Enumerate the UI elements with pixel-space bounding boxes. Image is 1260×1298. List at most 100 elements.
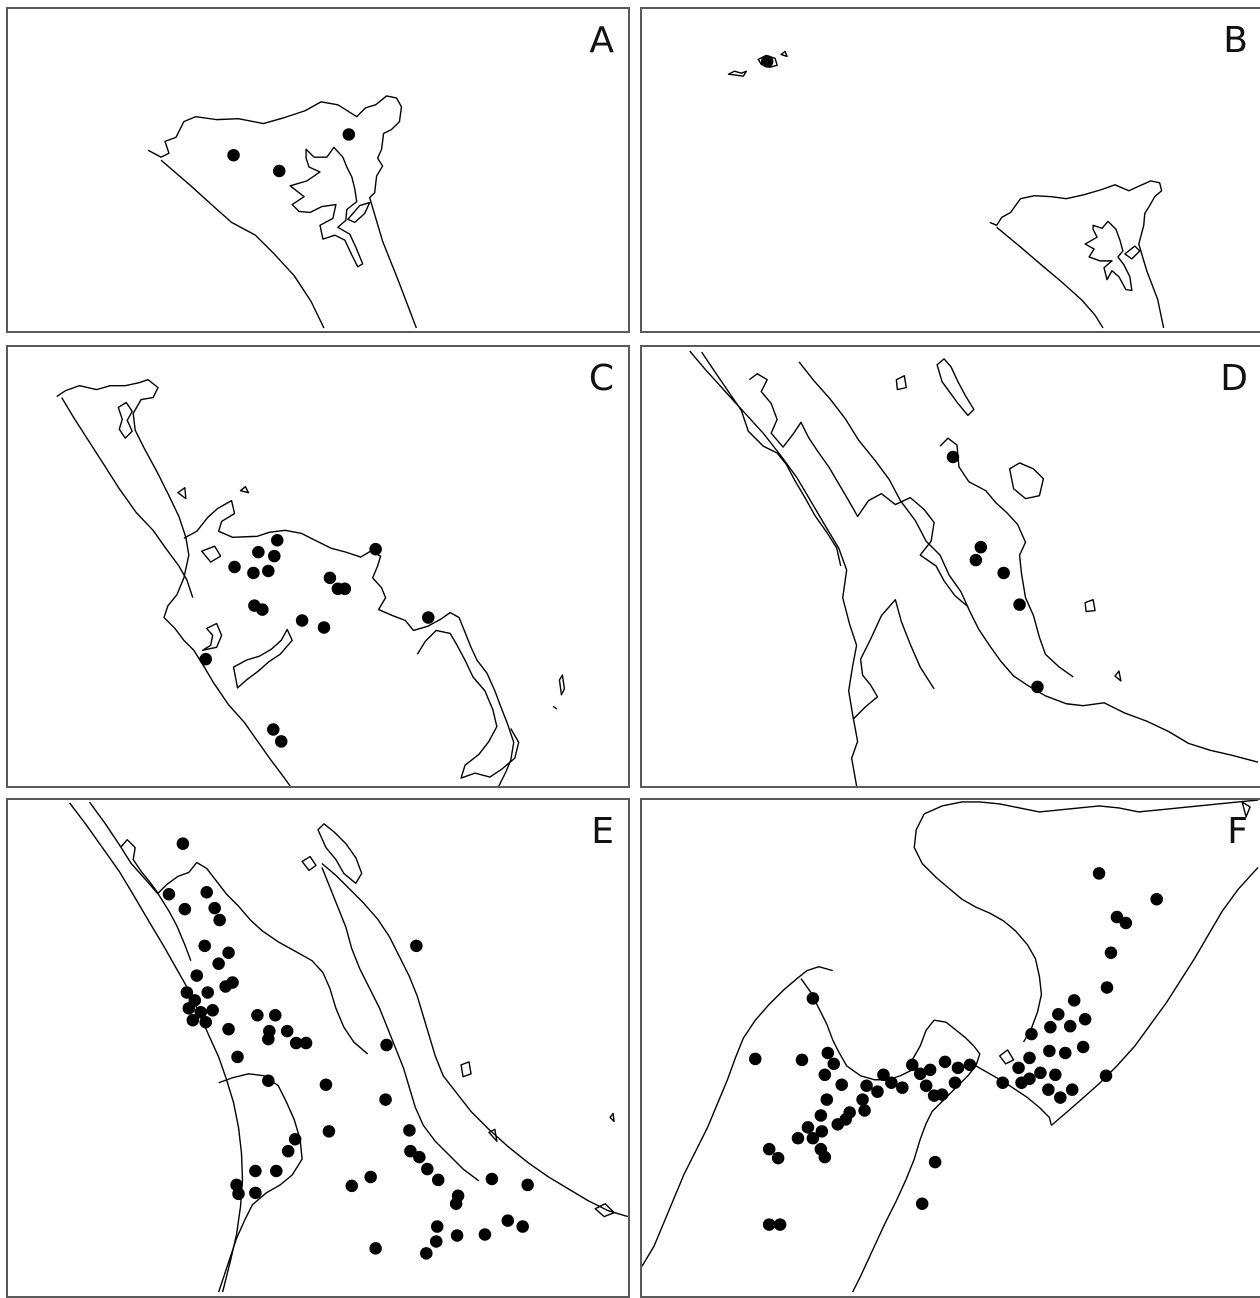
occurrence-dot xyxy=(429,1235,443,1248)
occurrence-dot xyxy=(818,1068,832,1082)
occurrence-dot xyxy=(431,1173,445,1187)
occurrence-dot xyxy=(288,1133,302,1146)
occurrence-dot xyxy=(322,1125,336,1138)
occurrence-dot xyxy=(858,1104,871,1117)
occurrence-dot xyxy=(271,533,284,547)
occurrence-dot xyxy=(818,1150,832,1164)
panel-label: A xyxy=(589,20,614,61)
coastline-north xyxy=(61,397,194,598)
occurrence-dot xyxy=(762,1142,776,1156)
occurrence-dot xyxy=(1119,916,1133,930)
occurrence-dot xyxy=(913,1067,927,1081)
occurrence-dot xyxy=(272,164,286,178)
occurrence-dot xyxy=(226,976,239,989)
map-panel-d: D xyxy=(640,345,1260,788)
occurrence-dot xyxy=(923,1063,937,1077)
occurrence-dot xyxy=(262,1074,275,1087)
occurrence-dot xyxy=(1092,867,1106,880)
map-e xyxy=(69,801,628,1293)
occurrence-dot xyxy=(317,621,331,634)
occurrence-dot xyxy=(806,992,820,1005)
occurrence-dot xyxy=(860,1079,873,1092)
coastline-west xyxy=(56,379,291,786)
panel-label: B xyxy=(1223,20,1248,61)
occurrence-dot xyxy=(1031,680,1044,694)
occurrence-dot xyxy=(877,1068,890,1082)
occurrence-dot xyxy=(342,128,356,141)
coastline-hawkes xyxy=(913,813,1043,1043)
occurrence-dot xyxy=(274,735,288,748)
occurrence-dot xyxy=(820,1093,834,1106)
coastline-west xyxy=(642,965,833,1267)
occurrence-dot xyxy=(262,1032,275,1046)
occurrence-dot xyxy=(422,611,435,624)
occurrence-dot xyxy=(856,1093,869,1106)
coastline-south xyxy=(853,599,935,720)
occurrence-dot xyxy=(270,1164,283,1178)
occurrence-dot xyxy=(969,553,983,567)
estuary-outline xyxy=(416,629,520,779)
occurrence-dot xyxy=(1100,981,1114,994)
occurrence-dot xyxy=(801,1121,815,1134)
occurrence-dot xyxy=(222,1022,235,1036)
occurrence-dot xyxy=(795,1053,809,1067)
occurrence-dot xyxy=(501,1214,515,1227)
island-outline xyxy=(895,358,1122,682)
occurrence-dot xyxy=(1104,946,1118,960)
occurrence-dot xyxy=(247,566,260,580)
occurrence-dot xyxy=(1052,1008,1065,1021)
panel-label: F xyxy=(1227,811,1248,852)
harbour-channel xyxy=(347,201,371,224)
coastline-northland xyxy=(88,801,192,961)
occurrence-dot xyxy=(199,1015,212,1029)
occurrence-dot xyxy=(938,1055,952,1069)
occurrence-dot xyxy=(182,1002,196,1015)
occurrence-dot xyxy=(1054,1091,1067,1104)
coastline-south xyxy=(217,1073,303,1293)
occurrence-dot xyxy=(996,1076,1009,1089)
occurrence-dot xyxy=(1059,1046,1072,1060)
map-panel-a: A xyxy=(6,7,630,333)
islets xyxy=(552,674,566,710)
harbour-outline xyxy=(1084,220,1133,292)
map-panel-e: E xyxy=(6,798,630,1298)
occurrence-dot xyxy=(1044,1020,1057,1034)
occurrence-dot xyxy=(404,1144,417,1158)
occurrence-dot xyxy=(521,1178,534,1192)
occurrence-dot xyxy=(194,1006,208,1019)
occurrence-dot xyxy=(1110,910,1124,924)
occurrence-dot xyxy=(345,1179,359,1193)
map-a xyxy=(147,95,418,329)
occurrence-dot xyxy=(997,566,1010,580)
coastline xyxy=(147,95,418,329)
occurrence-dot xyxy=(806,1132,820,1145)
occurrence-dot xyxy=(252,545,265,559)
occurrence-dot xyxy=(186,1013,200,1027)
peninsula xyxy=(939,437,1074,678)
occurrence-dot xyxy=(773,1218,787,1231)
occurrence-dot xyxy=(827,1057,841,1071)
occurrence-dot xyxy=(420,1247,433,1260)
coastline-east xyxy=(798,361,1259,763)
occurrence-dot xyxy=(963,1058,977,1072)
occurrence-dot xyxy=(1049,1068,1062,1082)
occurrence-dot xyxy=(478,1228,492,1241)
occurrence-dot xyxy=(1076,1040,1090,1054)
coastline-east xyxy=(183,499,515,786)
harbour-outline xyxy=(202,622,293,689)
occurrence-dot xyxy=(946,450,960,464)
occurrence-dot xyxy=(369,1242,382,1255)
occurrence-dot xyxy=(1023,1072,1036,1086)
occurrence-dot xyxy=(222,946,235,960)
occurrence-dot xyxy=(299,1036,313,1050)
map-b xyxy=(727,50,1165,329)
coastline-east xyxy=(321,862,628,1218)
occurrence-dot xyxy=(213,913,226,927)
occurrence-dot xyxy=(295,614,309,627)
occurrence-dot xyxy=(749,1052,762,1066)
occurrence-dot xyxy=(1099,1069,1113,1083)
map-panel-c: C xyxy=(6,345,630,788)
occurrence-dot xyxy=(280,1024,294,1038)
occurrence-dot xyxy=(1034,1066,1047,1080)
occurrence-dot xyxy=(760,55,774,68)
